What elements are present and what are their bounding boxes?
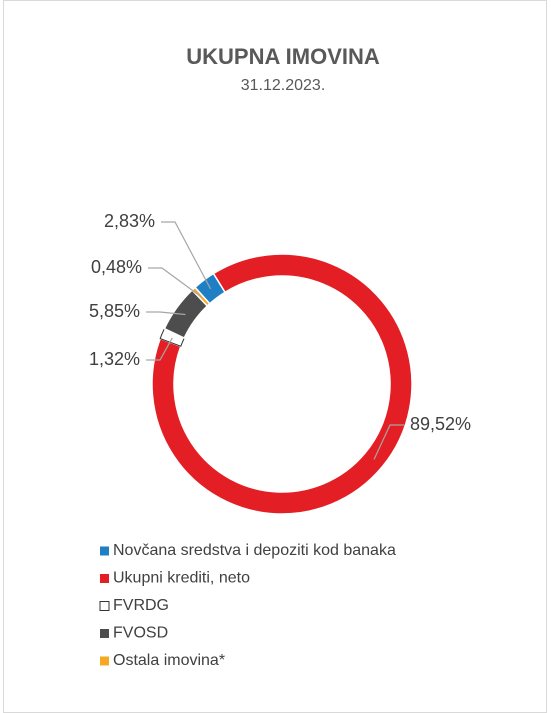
- chart-title: UKUPNA IMOVINA: [186, 44, 380, 69]
- legend-label: Novčana sredstva i depoziti kod banaka: [113, 542, 396, 559]
- chart-frame: [3, 0, 547, 713]
- leader-line: [146, 311, 186, 316]
- chart-subtitle: 31.12.2023.: [241, 77, 326, 94]
- legend-swatch: [99, 601, 110, 611]
- leader-line: [373, 424, 404, 460]
- data-label: 1,32%: [89, 349, 140, 369]
- legend-label: FVRDG: [113, 597, 169, 614]
- legend-swatch: [100, 546, 109, 556]
- data-label: 0,48%: [91, 257, 142, 277]
- legend-label: Ostala imovina*: [113, 652, 225, 669]
- legend-swatch: [100, 629, 109, 638]
- data-label: 2,83%: [104, 211, 155, 231]
- data-label: 5,85%: [89, 301, 140, 321]
- legend-swatch: [100, 574, 109, 583]
- leader-line: [146, 337, 173, 361]
- legend-label: Ukupni krediti, neto: [113, 570, 250, 587]
- data-label: 89,52%: [410, 414, 471, 434]
- donut-slice: [151, 253, 413, 515]
- legend-swatch: [100, 656, 109, 666]
- leader-line: [148, 267, 202, 298]
- legend-label: FVOSD: [113, 625, 168, 642]
- leader-line: [161, 221, 212, 290]
